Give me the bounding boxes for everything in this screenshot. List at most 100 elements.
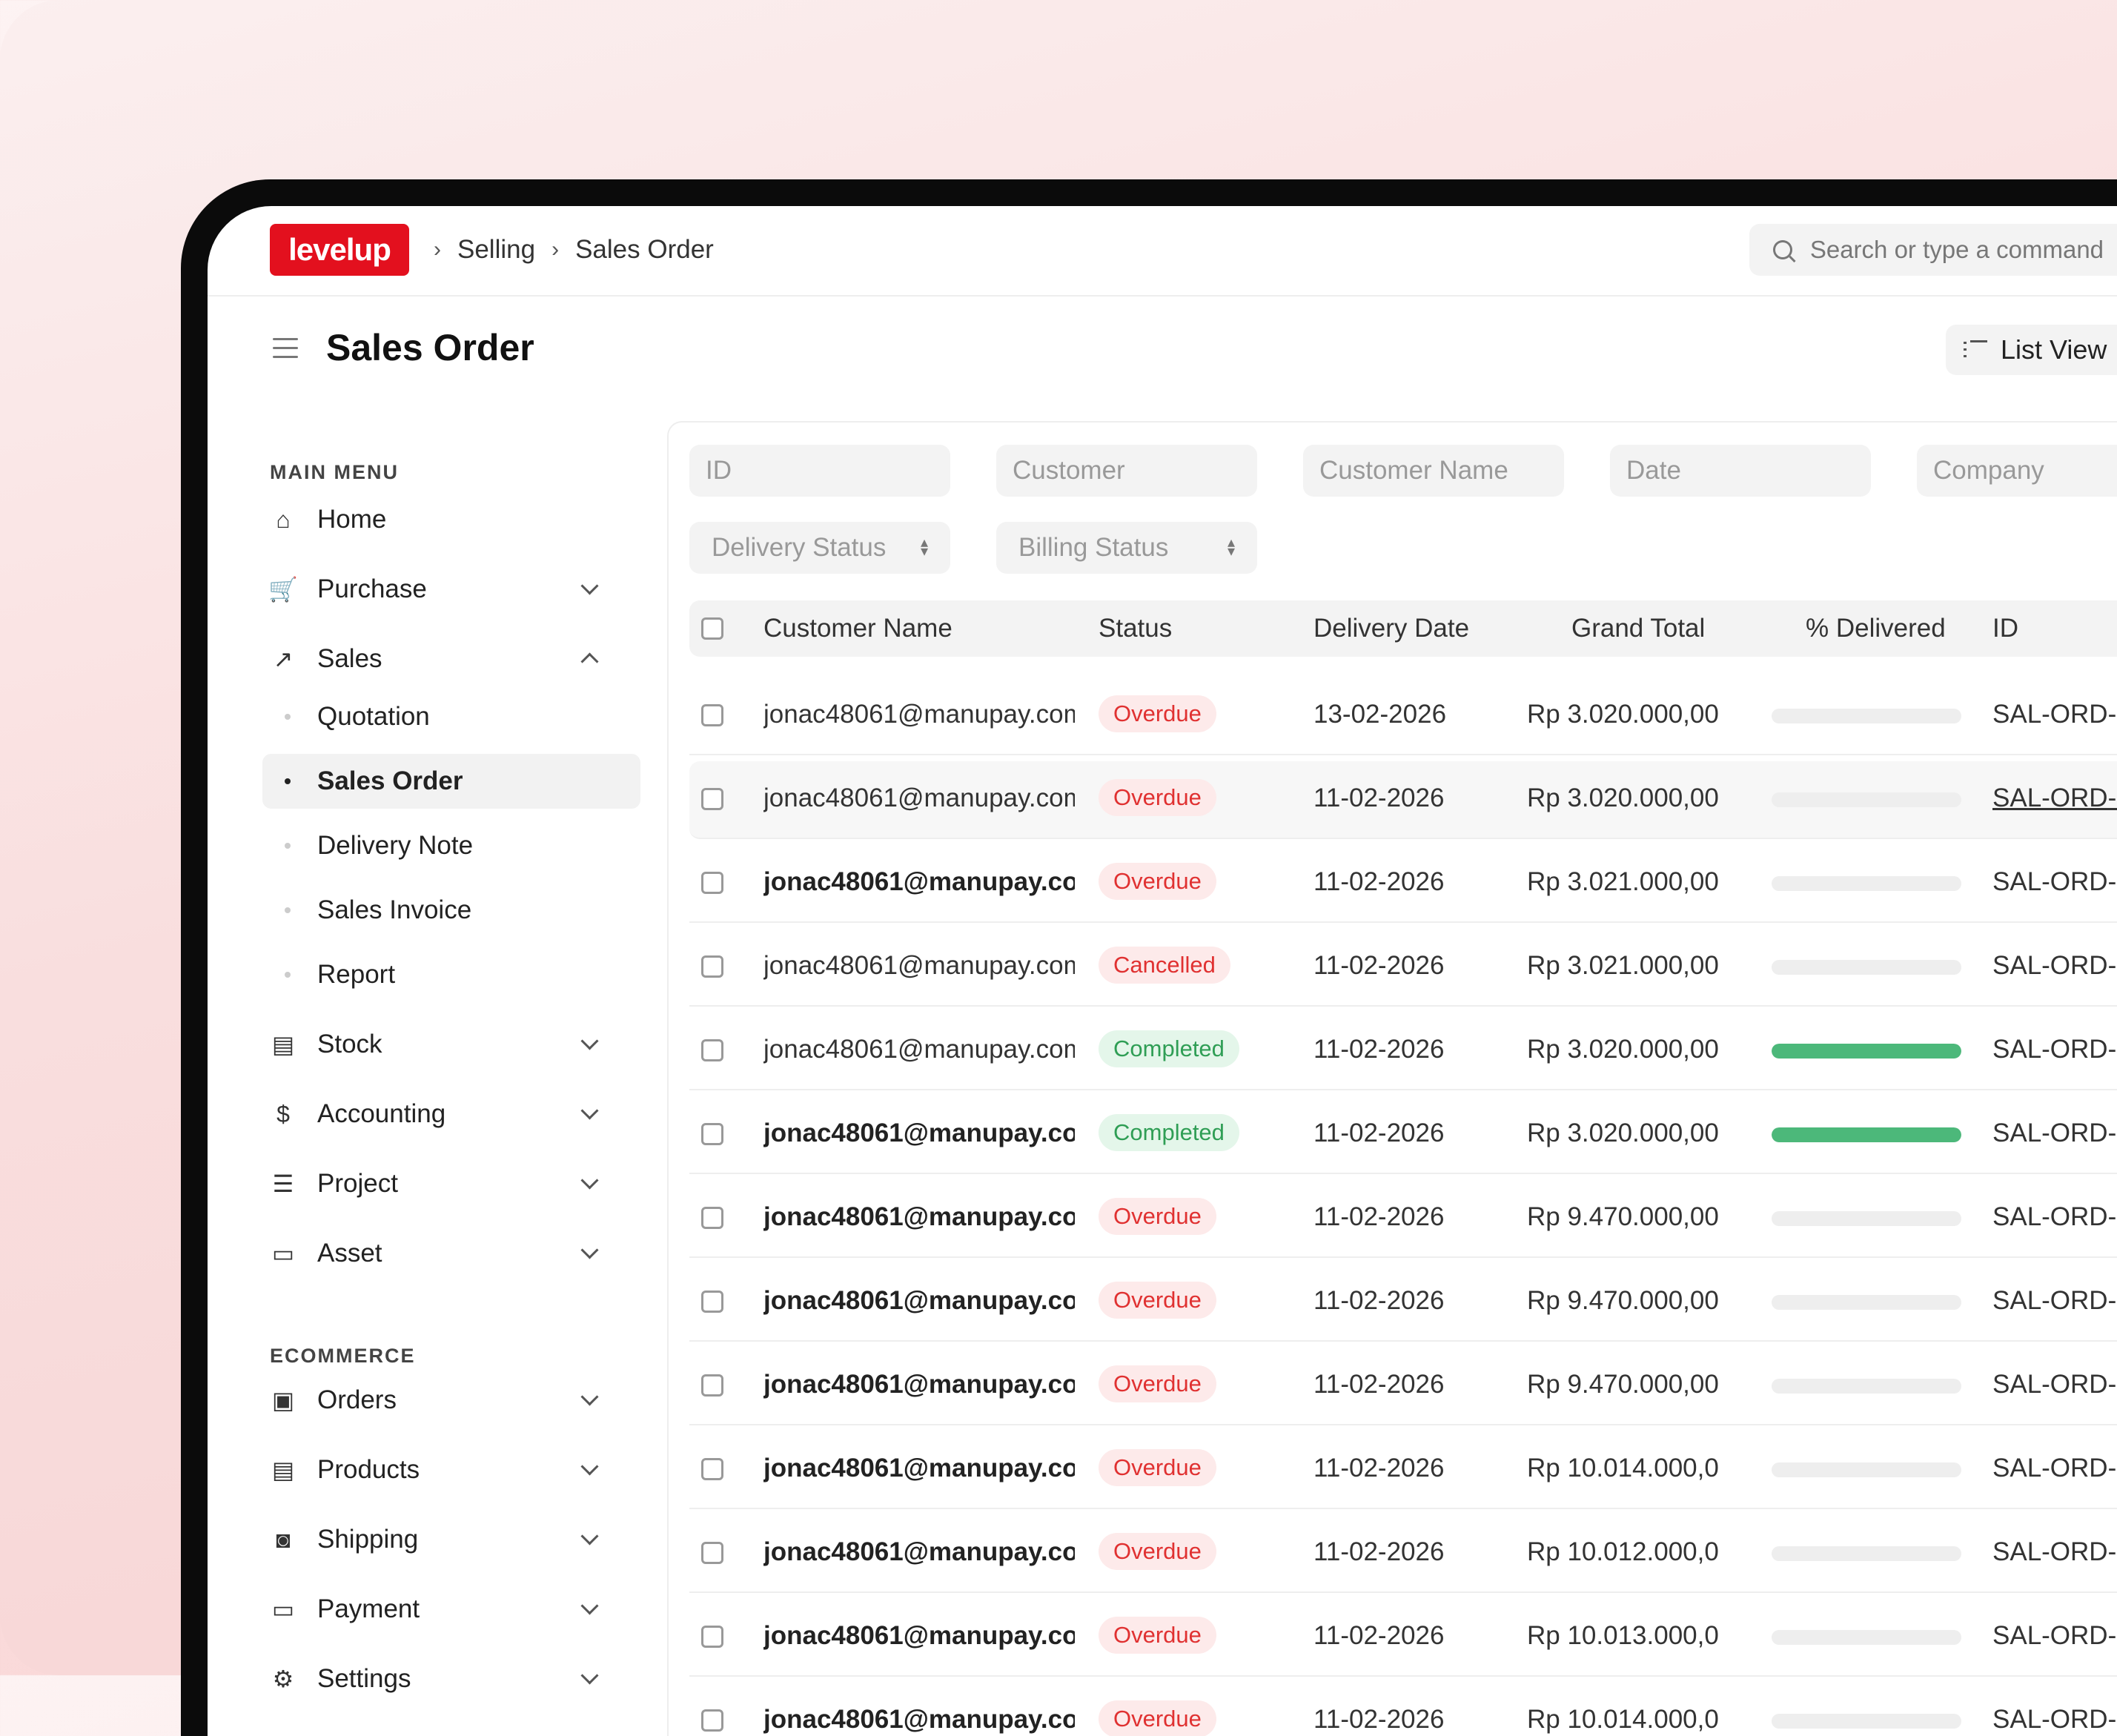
chevron-down-icon[interactable] [580, 1171, 599, 1190]
filter-input[interactable]: Customer [996, 445, 1257, 497]
filter-select[interactable]: Delivery Status ▴ ▾ [689, 522, 950, 574]
cell-id[interactable]: SAL-ORD-2026 [1992, 951, 2117, 980]
filter-input[interactable]: Date [1610, 445, 1871, 497]
sidebar-item[interactable]: ⌂ Home [270, 494, 611, 546]
chevron-down-icon[interactable] [580, 1388, 599, 1406]
cell-customer[interactable]: jonac48061@manupay.com [763, 1537, 1075, 1566]
table-row[interactable]: jonac48061@manupay.com Completed 11-02-202… [689, 1096, 2117, 1174]
cell-customer[interactable]: jonac48061@manupay.com [763, 1370, 1075, 1399]
table-row[interactable]: jonac48061@manupay.com Overdue 11-02-2026 R… [689, 1599, 2117, 1677]
cell-customer[interactable]: jonac48061@manupay.com [763, 1621, 1075, 1650]
sidebar-subitem[interactable]: Sales Order [262, 754, 640, 809]
chevron-up-icon[interactable] [580, 652, 599, 671]
sidebar-item[interactable]: ▤ Products [270, 1444, 611, 1496]
row-checkbox[interactable] [701, 955, 723, 978]
row-checkbox[interactable] [701, 1709, 723, 1732]
row-checkbox[interactable] [701, 704, 723, 726]
hamburger-icon[interactable] [273, 338, 298, 359]
cell-customer[interactable]: jonac48061@manupay.com [763, 1705, 1075, 1734]
breadcrumb-item-selling[interactable]: Selling [457, 235, 536, 264]
cell-customer[interactable]: jonac48061@manupay.com [763, 1119, 1075, 1147]
header-delivery-date[interactable]: Delivery Date [1313, 614, 1470, 643]
table-row[interactable]: jonac48061@manupay.com Overdue 13-02-2026 R… [689, 677, 2117, 755]
search-bar[interactable] [1749, 224, 2117, 276]
sidebar-item[interactable]: ▣ Orders [270, 1374, 611, 1426]
chevron-down-icon[interactable] [580, 1032, 599, 1050]
table-row[interactable]: jonac48061@manupay.com Overdue 11-02-2026 R… [689, 845, 2117, 923]
cell-customer[interactable]: jonac48061@manupay.com [763, 1202, 1075, 1231]
filter-select[interactable]: Billing Status ▴ ▾ [996, 522, 1257, 574]
table-row[interactable]: jonac48061@manupay.com Overdue 11-02-2026 R… [689, 1431, 2117, 1509]
logo[interactable]: levelup [270, 224, 409, 276]
cell-customer[interactable]: jonac48061@manupay.com [763, 1286, 1075, 1315]
cell-id[interactable]: SAL-ORD-2026 [1992, 867, 2117, 896]
table-row[interactable]: jonac48061@manupay.com Completed 11-02-202… [689, 1013, 2117, 1090]
row-checkbox[interactable] [701, 872, 723, 894]
sidebar-item[interactable]: ↗ Sales [270, 633, 611, 685]
list-view-button[interactable]: List View [1946, 325, 2117, 375]
chevron-down-icon[interactable] [580, 1527, 599, 1545]
table-row[interactable]: jonac48061@manupay.com Overdue 11-02-2026 R… [689, 1264, 2117, 1342]
cell-id[interactable]: SAL-ORD-2026 [1992, 1119, 2117, 1147]
table-row[interactable]: jonac48061@manupay.com Cancelled 11-02-202… [689, 929, 2117, 1007]
cell-id[interactable]: SAL-ORD-2026 [1992, 1621, 2117, 1650]
filter-input[interactable]: Customer Name [1303, 445, 1564, 497]
sidebar-item[interactable]: ▤ Stock [270, 1018, 611, 1070]
sidebar-subitem[interactable]: Report [262, 947, 640, 1002]
row-checkbox[interactable] [701, 1123, 723, 1145]
chevron-down-icon[interactable] [580, 1666, 599, 1685]
header-customer-name[interactable]: Customer Name [763, 614, 953, 643]
sidebar-item[interactable]: ◙ Shipping [270, 1514, 611, 1566]
filter-input[interactable]: Company [1917, 445, 2117, 497]
cell-id[interactable]: SAL-ORD-2026 [1992, 1202, 2117, 1231]
cell-customer[interactable]: jonac48061@manupay.com [763, 951, 1075, 980]
chevron-down-icon[interactable] [580, 577, 599, 595]
chevron-down-icon[interactable] [580, 1241, 599, 1259]
row-checkbox[interactable] [701, 1374, 723, 1397]
cell-id[interactable]: SAL-ORD-2026 [1992, 1537, 2117, 1566]
sidebar-item[interactable]: ☰ Project [270, 1158, 611, 1210]
sidebar-subitem[interactable]: Quotation [262, 689, 640, 744]
sidebar-item[interactable]: ▭ Payment [270, 1583, 611, 1635]
header-status[interactable]: Status [1099, 614, 1173, 643]
cell-id[interactable]: SAL-ORD-2026 [1992, 1705, 2117, 1734]
table-row[interactable]: jonac48061@manupay.com Overdue 11-02-2026 R… [689, 1683, 2117, 1736]
chevron-down-icon[interactable] [580, 1597, 599, 1615]
header-delivered[interactable]: % Delivered [1806, 614, 1946, 643]
row-checkbox[interactable] [701, 788, 723, 810]
sidebar-item[interactable]: ▭ Asset [270, 1228, 611, 1279]
breadcrumb-item-sales-order[interactable]: Sales Order [575, 235, 714, 264]
sidebar-subitem[interactable]: Delivery Note [262, 818, 640, 873]
cell-id[interactable]: SAL-ORD-2026 [1992, 1286, 2117, 1315]
filter-input[interactable]: ID [689, 445, 950, 497]
cell-id[interactable]: SAL-ORD-2026 [1992, 1370, 2117, 1399]
row-checkbox[interactable] [701, 1458, 723, 1480]
row-checkbox[interactable] [701, 1039, 723, 1061]
table-row[interactable]: jonac48061@manupay.com Overdue 11-02-2026 R… [689, 1348, 2117, 1425]
table-row[interactable]: jonac48061@manupay.com Overdue 11-02-2026 R… [689, 761, 2117, 839]
select-all-checkbox[interactable] [701, 617, 723, 640]
row-checkbox[interactable] [701, 1291, 723, 1313]
cell-id[interactable]: SAL-ORD-2026 [1992, 1035, 2117, 1064]
header-grand-total[interactable]: Grand Total [1571, 614, 1706, 643]
chevron-down-icon[interactable] [580, 1101, 599, 1120]
row-checkbox[interactable] [701, 1626, 723, 1648]
cell-customer[interactable]: jonac48061@manupay.com [763, 700, 1075, 729]
cell-customer[interactable]: jonac48061@manupay.com [763, 867, 1075, 896]
sidebar-item[interactable]: 🛒 Purchase [268, 563, 611, 615]
table-row[interactable]: jonac48061@manupay.com Overdue 11-02-2026 R… [689, 1515, 2117, 1593]
row-checkbox[interactable] [701, 1542, 723, 1564]
sidebar-subitem[interactable]: Sales Invoice [262, 883, 640, 938]
cell-id[interactable]: SAL-ORD-2026 [1992, 1454, 2117, 1482]
row-checkbox[interactable] [701, 1207, 723, 1229]
cell-customer[interactable]: jonac48061@manupay.com [763, 1454, 1075, 1482]
sidebar-item[interactable]: ⚙ Settings [270, 1653, 611, 1705]
search-input[interactable] [1808, 235, 2117, 265]
chevron-down-icon[interactable] [580, 1457, 599, 1476]
cell-id[interactable]: SAL-ORD-2026 [1992, 783, 2117, 812]
sidebar-item[interactable]: $ Accounting [270, 1088, 611, 1140]
cell-customer[interactable]: jonac48061@manupay.com [763, 783, 1075, 812]
table-row[interactable]: jonac48061@manupay.com Overdue 11-02-2026 R… [689, 1180, 2117, 1258]
header-id[interactable]: ID [1992, 614, 2018, 643]
cell-customer[interactable]: jonac48061@manupay.com [763, 1035, 1075, 1064]
